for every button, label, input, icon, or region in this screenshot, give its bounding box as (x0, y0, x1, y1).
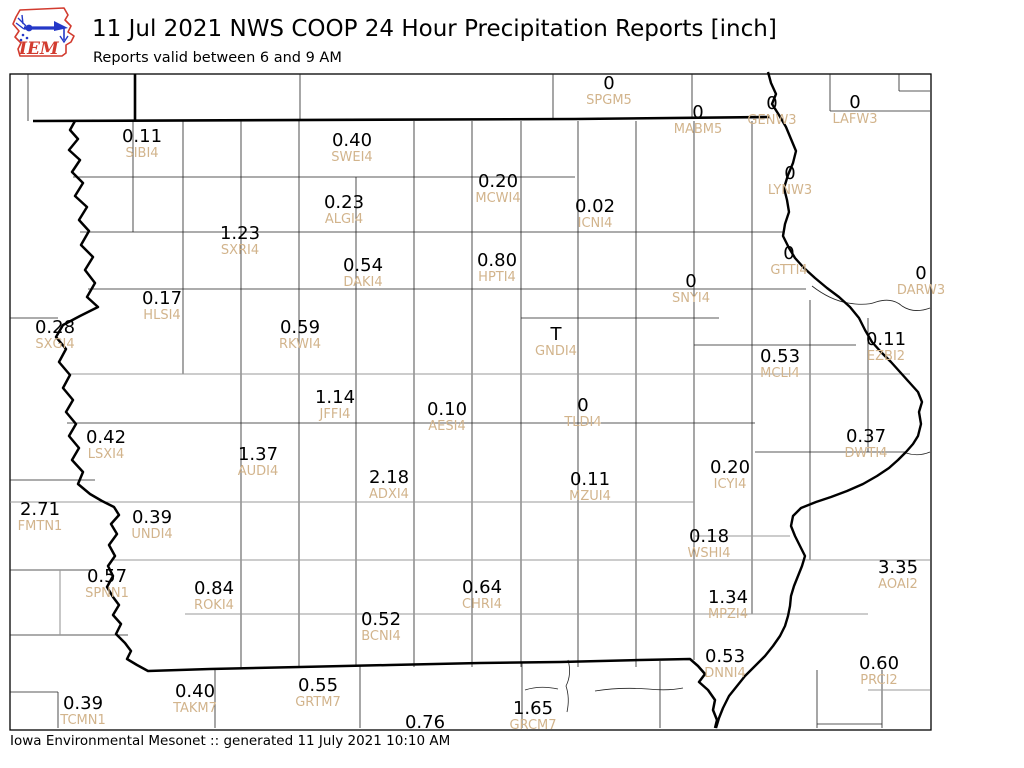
footer-credit: Iowa Environmental Mesonet :: generated … (10, 733, 451, 749)
state-border-north (32, 74, 771, 123)
river-lines (524, 285, 931, 713)
logo-weather-vane-icon (15, 14, 69, 44)
page-title: 11 Jul 2021 NWS COOP 24 Hour Precipitati… (92, 16, 777, 42)
map-frame (9, 73, 932, 731)
logo-text: IEM (18, 39, 60, 59)
state-border-west-south (54, 120, 719, 729)
page-subtitle: Reports valid between 6 and 9 AM (93, 50, 342, 66)
state-border-mississippi (714, 71, 924, 729)
county-lines-gray (10, 373, 930, 691)
iem-logo: IEM (12, 7, 75, 59)
county-lines (10, 74, 930, 728)
logo-iowa-outline (12, 7, 75, 57)
